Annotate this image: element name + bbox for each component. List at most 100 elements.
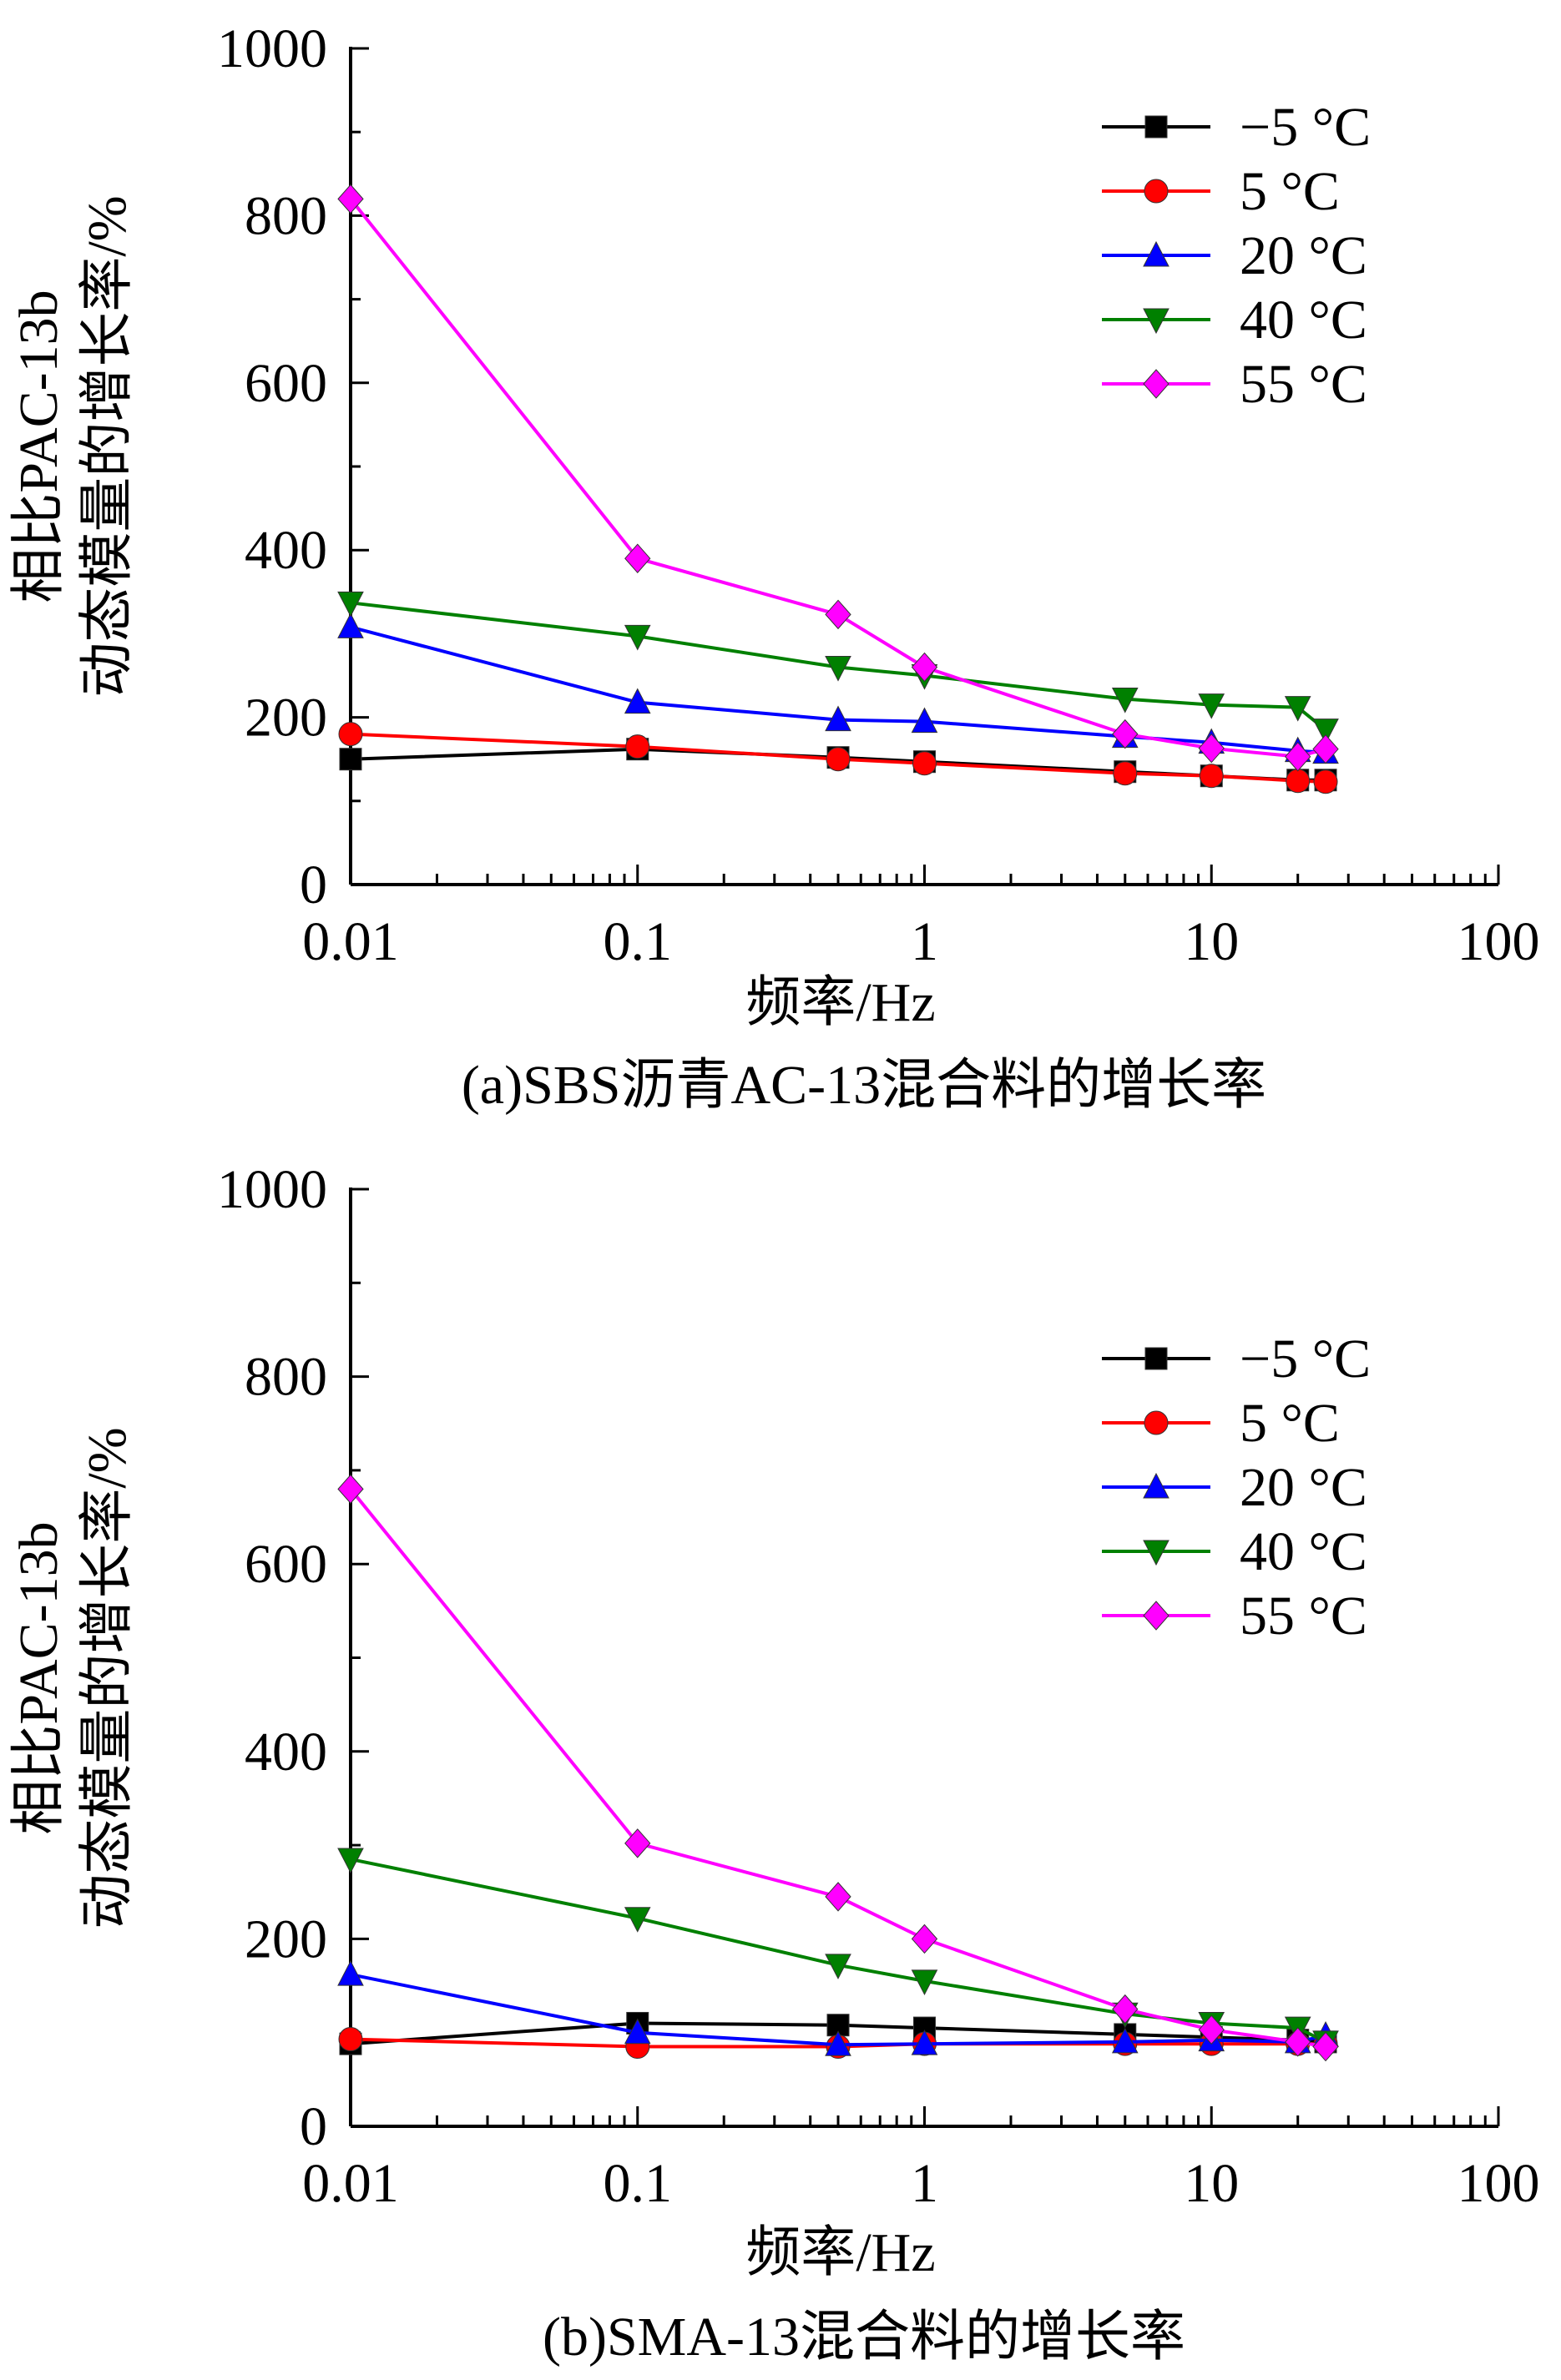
chart-a-series-line-2 xyxy=(350,625,1326,754)
chart-a-legend-marker xyxy=(1143,369,1169,399)
chart-a-legend-label: 40 °C xyxy=(1240,290,1367,350)
chart-a-point xyxy=(1198,733,1225,764)
chart-a-point xyxy=(912,751,937,776)
chart-a-legend-marker xyxy=(1144,115,1168,139)
chart-a-legend-marker xyxy=(1144,179,1169,204)
chart-a-series-line-4 xyxy=(349,198,1326,759)
chart-a-xlabel: 频率/Hz xyxy=(745,972,935,1033)
chart-a-point xyxy=(911,652,938,683)
chart-b-legend-marker xyxy=(1143,1601,1169,1631)
chart-a-point xyxy=(625,734,650,759)
chart-a-point xyxy=(911,707,938,734)
chart-a-series-line-3 xyxy=(350,601,1327,732)
chart-b: 0 200 400 600 800 1000 0.01 0.1 1 10 100 −5 °C5 °C2… xyxy=(8,1159,1540,2367)
chart-a-xtick-label: 10 xyxy=(1184,911,1239,972)
chart-a-legend-marker xyxy=(1143,308,1169,335)
chart-b-legend-label: 55 °C xyxy=(1240,1586,1367,1646)
chart-a-point xyxy=(1312,734,1339,764)
chart-a-xtick-label: 1 xyxy=(911,911,938,972)
chart-a-ytick-label: 1000 xyxy=(217,18,327,79)
chart-b-point xyxy=(337,1474,364,1505)
chart-a-ytick-label: 0 xyxy=(300,855,327,915)
chart-a-point xyxy=(1312,719,1339,744)
chart-b-point xyxy=(1312,2031,1339,2062)
chart-b-ylabel-line1: 相比PAC-13b xyxy=(8,1521,69,1834)
chart-a-legend-marker xyxy=(1143,240,1169,267)
chart-b-point xyxy=(825,1954,851,1979)
chart-a-xtick-label: 100 xyxy=(1457,911,1540,972)
chart-a-point xyxy=(825,655,851,682)
chart-a-point xyxy=(825,599,851,630)
chart-a-point xyxy=(1286,769,1311,794)
chart-b-point xyxy=(1111,2027,1139,2054)
chart-a-point xyxy=(1111,688,1139,713)
chart-a-ytick-label: 600 xyxy=(245,353,327,414)
chart-a-legend-label: 55 °C xyxy=(1240,354,1367,415)
chart-b-point xyxy=(1285,2027,1311,2057)
chart-b-legend-label: 40 °C xyxy=(1240,1521,1367,1582)
chart-a-point xyxy=(825,705,851,732)
chart-b-legend-label: −5 °C xyxy=(1240,1329,1371,1389)
chart-a-legend-label: −5 °C xyxy=(1240,97,1371,158)
chart-a-legend-label: 5 °C xyxy=(1240,161,1340,222)
chart-a: 0 200 400 600 800 1000 0.01 0.1 1 10 100 −5 °C5 °C2… xyxy=(8,18,1540,1116)
chart-b-ytick-label: 200 xyxy=(245,1909,327,1969)
chart-b-point xyxy=(1198,2014,1225,2045)
chart-a-ytick-label: 200 xyxy=(245,688,327,749)
chart-b-legend-label: 5 °C xyxy=(1240,1393,1340,1454)
chart-b-point xyxy=(1112,1994,1139,2025)
chart-b-xtick-label: 10 xyxy=(1184,2153,1239,2214)
chart-a-xtick-label: 0.1 xyxy=(604,911,673,972)
chart-a-ytick-label: 800 xyxy=(245,185,327,246)
chart-a-point xyxy=(1113,761,1138,786)
chart-a-ylabel-line1: 相比PAC-13b xyxy=(8,290,69,603)
chart-b-point xyxy=(911,2030,938,2055)
chart-b-series-line-3 xyxy=(350,1857,1326,2044)
chart-a-point xyxy=(624,543,651,573)
chart-b-ytick-label: 800 xyxy=(245,1347,327,1408)
chart-a-point xyxy=(337,613,364,638)
chart-a-point xyxy=(1199,764,1224,789)
chart-a-xtick-label: 0.01 xyxy=(302,911,399,972)
chart-b-point xyxy=(624,1907,651,1933)
chart-b-point xyxy=(624,2018,651,2045)
chart-a-point xyxy=(624,688,651,714)
chart-b-point xyxy=(337,1959,364,1986)
chart-a-point xyxy=(1285,741,1311,772)
chart-b-xtick-label: 0.01 xyxy=(302,2153,399,2214)
chart-b-point xyxy=(337,1848,364,1874)
chart-b-caption: (b)SMA-13混合料的增长率 xyxy=(543,2307,1185,2367)
chart-a-point xyxy=(1112,719,1139,749)
chart-a-caption: (a)SBS沥青AC-13混合料的增长率 xyxy=(462,1055,1266,1116)
chart-a-point xyxy=(624,624,651,651)
chart-a-point xyxy=(1198,693,1225,719)
chart-b-ylabel-line2: 动态模量的增长率/% xyxy=(77,1427,138,1929)
chart-b-point xyxy=(911,1969,938,1996)
chart-b-ytick-label: 600 xyxy=(245,1534,327,1595)
chart-b-legend-marker xyxy=(1143,1540,1169,1566)
chart-b-xtick-label: 0.1 xyxy=(604,2153,673,2214)
chart-b-series-line-4 xyxy=(349,1488,1326,2049)
chart-a-ytick-label: 400 xyxy=(245,520,327,581)
chart-b-ytick-label: 400 xyxy=(245,1722,327,1782)
chart-b-plot: 0 200 400 600 800 1000 0.01 0.1 1 10 100 −5 °C5 °C2… xyxy=(217,1159,1540,2214)
chart-b-ytick-label: 1000 xyxy=(217,1159,327,1220)
chart-b-point xyxy=(624,1828,651,1858)
chart-b-series-line-2 xyxy=(350,1973,1326,2047)
chart-a-point xyxy=(337,591,364,618)
chart-b-point xyxy=(338,2027,363,2052)
chart-a-plot: 0 200 400 600 800 1000 0.01 0.1 1 10 100 −5 °C5 °C2… xyxy=(217,18,1540,972)
chart-a-point xyxy=(826,747,851,772)
chart-b-point xyxy=(911,1924,938,1954)
chart-a-ylabel-line2: 动态模量的增长率/% xyxy=(77,195,138,697)
chart-a-series-line-1 xyxy=(350,732,1326,784)
chart-b-xtick-label: 1 xyxy=(911,2153,938,2214)
chart-b-legend-marker xyxy=(1144,1347,1168,1370)
chart-b-legend-marker xyxy=(1144,1410,1169,1435)
chart-a-point xyxy=(1284,696,1311,722)
chart-b-legend-label: 20 °C xyxy=(1240,1457,1367,1518)
chart-a-point xyxy=(337,184,364,214)
chart-b-ytick-label: 0 xyxy=(300,2096,327,2157)
chart-a-point xyxy=(338,722,363,747)
